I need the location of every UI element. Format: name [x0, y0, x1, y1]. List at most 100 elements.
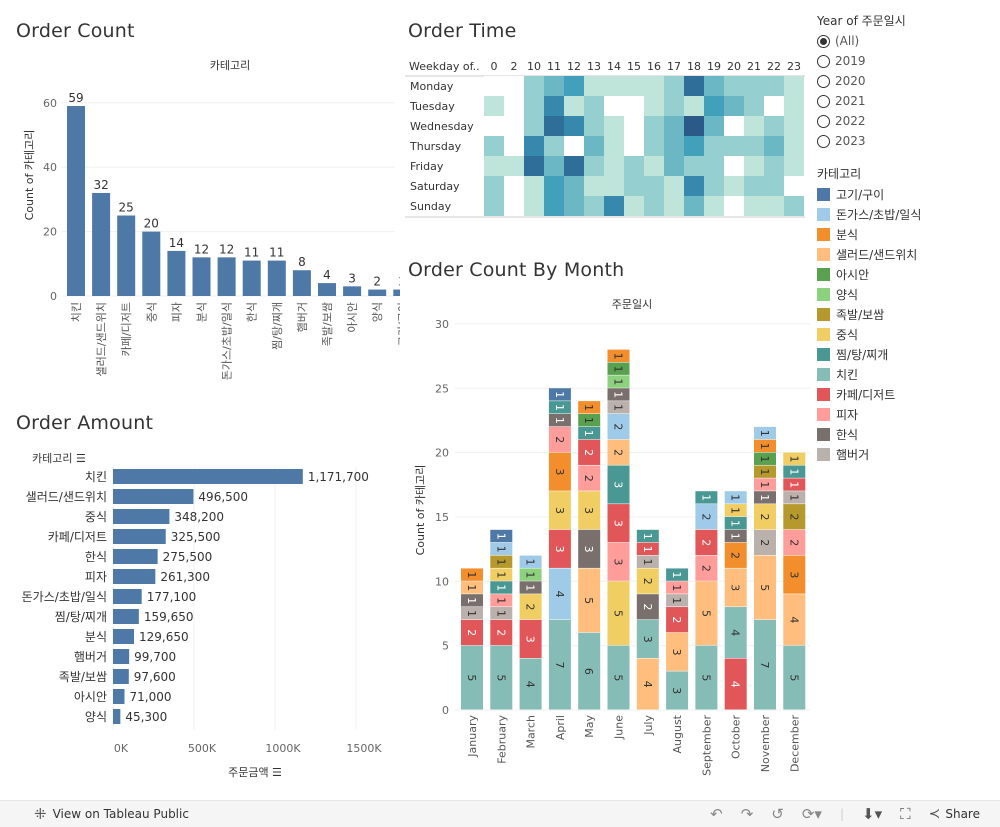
segment-label: 1 — [494, 571, 507, 578]
legend-item[interactable]: 피자 — [817, 404, 921, 424]
segment-label: 1 — [494, 546, 507, 553]
x-tick-label: 고기/구이 — [396, 302, 400, 346]
year-option[interactable]: 2020 — [817, 71, 906, 91]
segment-label: 1 — [641, 558, 654, 565]
radio-icon[interactable] — [817, 54, 830, 68]
legend-item[interactable]: 햄버거 — [817, 444, 921, 464]
stack-segment — [636, 658, 659, 710]
legend-swatch — [817, 207, 830, 221]
bar — [318, 283, 336, 296]
year-option[interactable]: 2019 — [817, 51, 906, 71]
bar — [113, 489, 194, 504]
bar — [113, 469, 303, 484]
segment-label: 3 — [612, 481, 625, 488]
data-label: 275,500 — [163, 550, 213, 564]
x-tick-label: 찜/탕/찌개 — [271, 302, 284, 350]
heatmap-cell — [684, 196, 704, 216]
stack-segment — [636, 568, 659, 594]
redo-icon[interactable]: ↷ — [740, 805, 754, 823]
legend-item[interactable]: 족발/보쌈 — [817, 304, 921, 324]
stack-segment — [754, 504, 776, 530]
legend-item[interactable]: 양식 — [817, 284, 921, 304]
segment-label: 3 — [553, 468, 566, 475]
year-option[interactable]: (All) — [817, 31, 906, 51]
segment-label: 1 — [758, 430, 771, 437]
segment-label: 3 — [553, 546, 566, 553]
legend-item[interactable]: 중식 — [817, 324, 921, 344]
segment-label: 2 — [494, 629, 507, 636]
row-label: 중식 — [85, 510, 107, 524]
year-option[interactable]: 2021 — [817, 91, 906, 111]
heatmap-cell — [604, 156, 624, 176]
year-option[interactable]: 2023 — [817, 131, 906, 151]
heatmap-cell — [524, 196, 544, 216]
legend-label: 한식 — [836, 427, 859, 442]
segment-label: 2 — [582, 475, 595, 482]
radio-icon[interactable] — [817, 34, 830, 48]
view-on-tableau-link[interactable]: View on Tableau Public — [52, 807, 189, 821]
radio-icon[interactable] — [817, 134, 830, 148]
heatmap-cell — [664, 96, 684, 116]
stack-segment — [695, 555, 718, 581]
stack-segment — [548, 568, 571, 620]
heatmap-cell — [604, 116, 624, 136]
heatmap-cell — [504, 76, 524, 96]
segment-label: 5 — [465, 674, 478, 681]
share-button[interactable]: Share — [945, 807, 980, 821]
radio-icon[interactable] — [817, 114, 830, 128]
heatmap-cell — [724, 96, 744, 116]
heatmap-cell — [704, 116, 724, 136]
undo-icon[interactable]: ↶ — [710, 805, 723, 823]
heatmap-cell — [664, 76, 684, 96]
year-option[interactable]: 2022 — [817, 111, 906, 131]
legend-item[interactable]: 아시안 — [817, 264, 921, 284]
legend-item[interactable]: 샐러드/샌드위치 — [817, 244, 921, 264]
legend-item[interactable]: 치킨 — [817, 364, 921, 384]
share-icon[interactable]: ≺ — [928, 806, 941, 822]
legend-item[interactable]: 고기/구이 — [817, 184, 921, 204]
segment-label: 5 — [612, 674, 625, 681]
segment-label: 1 — [729, 494, 742, 501]
x-tick-label: March — [525, 715, 538, 749]
stack-segment — [490, 568, 513, 581]
heatmap-cell — [704, 96, 724, 116]
segment-label: 1 — [758, 494, 771, 501]
legend-title: 카테고리 — [817, 167, 862, 181]
row-label: Tuesday — [409, 100, 455, 113]
fullscreen-icon[interactable]: ⛶ — [900, 805, 911, 823]
column-header: 18 — [687, 60, 701, 73]
radio-icon[interactable] — [817, 74, 830, 88]
data-label: 97,600 — [134, 670, 176, 684]
x-tick-label: October — [730, 715, 743, 759]
x-tick-label: April — [554, 715, 567, 740]
heatmap-cell — [644, 116, 664, 136]
y-tick-label: 60 — [43, 97, 57, 110]
column-header: 0 — [491, 60, 498, 73]
segment-label: 1 — [494, 558, 507, 565]
legend-item[interactable]: 찜/탕/찌개 — [817, 344, 921, 364]
stack-segment — [578, 529, 601, 568]
download-icon[interactable]: ⬇▾ — [862, 805, 883, 823]
refresh-icon[interactable]: ⟳▾ — [801, 805, 822, 823]
data-label: 25 — [119, 201, 134, 215]
legend-item[interactable]: 카페/디저트 — [817, 384, 921, 404]
stack-segment — [461, 607, 483, 620]
legend-item[interactable]: 분식 — [817, 224, 921, 244]
data-label: 45,300 — [125, 710, 167, 724]
heatmap-cell — [724, 76, 744, 96]
legend-label: 족발/보쌈 — [836, 307, 885, 322]
legend-item[interactable]: 한식 — [817, 424, 921, 444]
column-header: 17 — [667, 60, 681, 73]
heatmap-cell — [604, 96, 624, 116]
stack-segment — [724, 542, 747, 568]
bar — [113, 589, 142, 604]
segment-label: 1 — [787, 456, 800, 463]
legend-item[interactable]: 돈가스/초밥/일식 — [817, 204, 921, 224]
heatmap-cell — [604, 136, 624, 156]
segment-label: 5 — [699, 610, 712, 617]
radio-icon[interactable] — [817, 94, 830, 108]
revert-icon[interactable]: ↺ — [771, 805, 784, 823]
data-label: 261,300 — [160, 570, 210, 584]
heatmap-cell — [684, 96, 704, 116]
heatmap-cell — [784, 136, 804, 156]
